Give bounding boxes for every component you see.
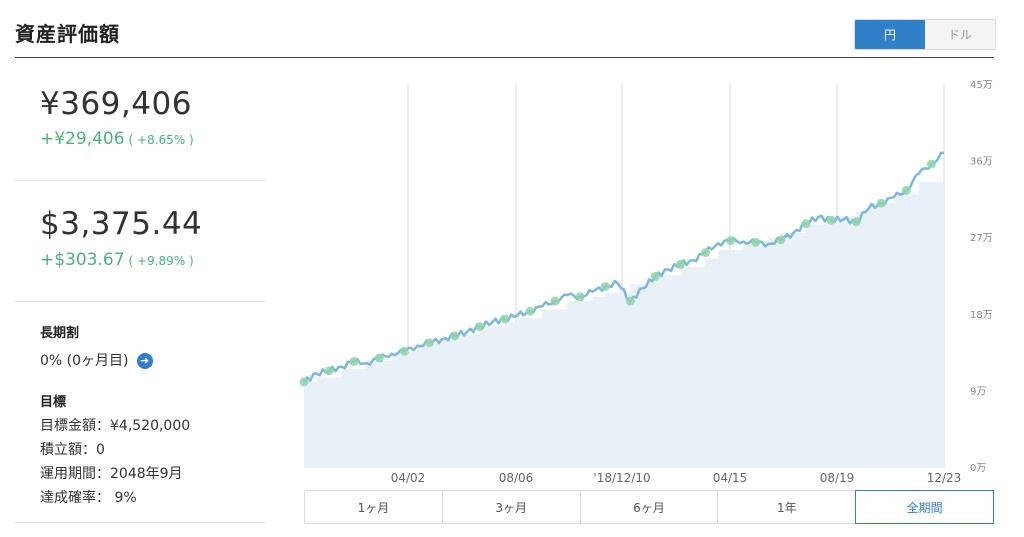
chart-marker <box>701 248 711 258</box>
long-term-status: 0% (0ヶ月目) ➜ <box>40 350 153 370</box>
y-tick-label: 9万 <box>970 386 986 397</box>
x-tick-label: 04/02 <box>391 471 426 485</box>
jpy-gain-amount: +¥29,406 <box>40 129 125 149</box>
long-term-status-text: 0% (0ヶ月目) <box>40 353 129 369</box>
panel-bottom-divider <box>15 522 265 523</box>
chart-marker <box>475 322 485 332</box>
chart-marker <box>801 219 811 229</box>
jpy-gain-percent: ( +8.65% ) <box>128 133 194 147</box>
chart-marker <box>299 377 309 387</box>
chart-marker <box>450 331 460 341</box>
goal-probability: 達成確率： 9% <box>40 490 137 506</box>
x-tick-label: 08/06 <box>499 471 534 485</box>
range-selector[interactable]: 1ヶ月 3ヶ月 6ヶ月 1年 全期間 <box>304 490 994 524</box>
jpy-gain: +¥29,406( +8.65% ) <box>40 129 194 149</box>
y-tick-label: 27万 <box>970 233 993 244</box>
currency-toggle[interactable]: 円 ドル <box>854 19 996 50</box>
chart-marker <box>926 159 936 169</box>
chart-marker <box>851 217 861 227</box>
chart-marker <box>650 271 660 281</box>
range-1-year-button[interactable]: 1年 <box>718 491 857 523</box>
goal-contribution: 積立額：0 <box>40 442 105 458</box>
chart-markers <box>299 159 936 387</box>
x-tick-label: 12/23 <box>927 471 962 485</box>
chart-marker <box>324 366 334 376</box>
x-tick-label: '18/12/10 <box>593 471 650 485</box>
chart-marker <box>726 236 736 246</box>
summary-divider <box>15 301 265 302</box>
header-divider <box>15 57 994 58</box>
chart-marker <box>550 296 560 306</box>
contribution-area <box>304 177 944 467</box>
chart-marker <box>776 235 786 245</box>
usd-gain-amount: +$303.67 <box>40 250 125 270</box>
chart-marker <box>575 292 585 302</box>
goal-heading: 目標 <box>40 395 67 410</box>
goal-target-amount: 目標金額：¥4,520,000 <box>40 418 191 434</box>
x-tick-label: 08/19 <box>820 471 855 485</box>
chart-marker <box>374 353 384 363</box>
usd-gain-percent: ( +9.89% ) <box>128 254 194 268</box>
chart-marker <box>826 215 836 225</box>
currency-option-dollar[interactable]: ドル <box>925 20 995 49</box>
page-title: 資産評価額 <box>15 22 120 46</box>
chart-marker <box>625 296 635 306</box>
chart-marker <box>525 306 535 316</box>
chart-marker <box>349 356 359 366</box>
chart-marker <box>399 346 409 356</box>
currency-option-yen[interactable]: 円 <box>855 20 925 49</box>
usd-gain: +$303.67( +9.89% ) <box>40 250 194 270</box>
range-6-month-button[interactable]: 6ヶ月 <box>581 491 719 523</box>
y-tick-label: 36万 <box>970 157 993 168</box>
range-all-button[interactable]: 全期間 <box>855 490 994 524</box>
goal-period: 運用期間：2048年9月 <box>40 466 183 482</box>
y-tick-label: 18万 <box>970 310 993 321</box>
chart-marker <box>424 338 434 348</box>
chart-marker <box>876 198 886 208</box>
y-tick-label: 0万 <box>970 463 986 474</box>
jpy-total-value: ¥369,406 <box>40 86 192 122</box>
chart-marker <box>600 282 610 292</box>
chart-marker <box>751 237 761 247</box>
summary-divider <box>15 180 265 181</box>
chart-marker <box>675 259 685 269</box>
valuation-line <box>302 151 944 383</box>
range-3-month-button[interactable]: 3ヶ月 <box>443 491 581 523</box>
x-axis-labels: 04/02 08/06 '18/12/10 04/15 08/19 12/23 <box>391 471 962 485</box>
arrow-right-icon[interactable]: ➜ <box>136 353 153 369</box>
chart-marker <box>500 314 510 324</box>
y-tick-label: 45万 <box>970 80 993 91</box>
y-axis-labels: 0万 9万 18万 27万 36万 45万 <box>970 80 993 474</box>
usd-total-value: $3,375.44 <box>40 206 203 242</box>
chart-marker <box>901 185 911 195</box>
x-tick-label: 04/15 <box>713 471 748 485</box>
long-term-heading: 長期割 <box>40 326 80 341</box>
range-1-month-button[interactable]: 1ヶ月 <box>305 491 443 523</box>
